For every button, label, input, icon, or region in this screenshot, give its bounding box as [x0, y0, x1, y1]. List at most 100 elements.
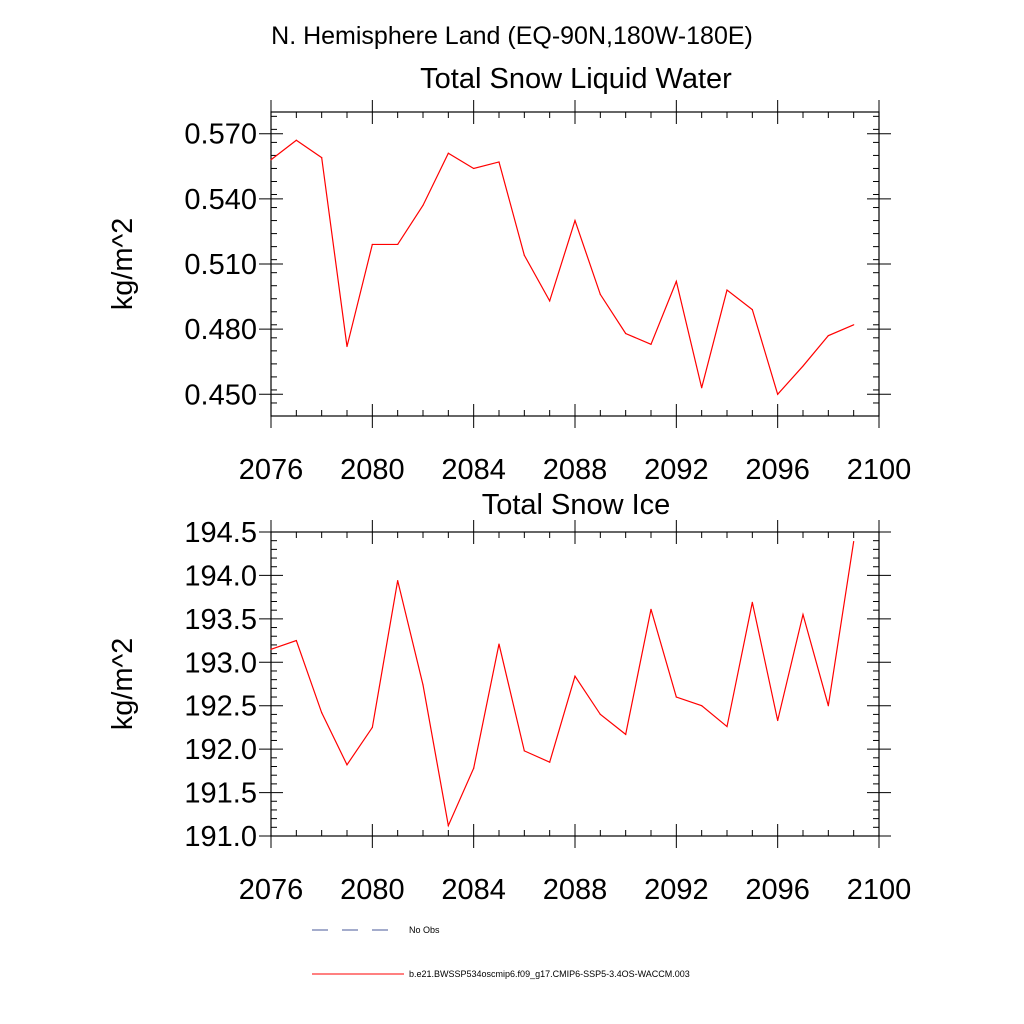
- data-point: [523, 254, 525, 256]
- x-tick-label: 2092: [644, 874, 709, 906]
- x-tick-label: 2096: [745, 874, 810, 906]
- x-tick-label: 2084: [441, 454, 506, 486]
- data-point: [346, 345, 348, 348]
- data-point: [777, 719, 779, 722]
- chart-panel-snow-ice: Total Snow Ice kg/m^2 2076 2080 2084 2088 20…: [107, 489, 911, 906]
- data-point: [853, 324, 855, 326]
- data-points: [270, 139, 855, 395]
- y-ticks: [259, 531, 891, 837]
- chart-title: Total Snow Ice: [482, 489, 671, 521]
- figure-title: N. Hemisphere Land (EQ-90N,180W-180E): [271, 22, 753, 50]
- y-tick-label: 192.0: [184, 734, 257, 766]
- data-point: [701, 387, 703, 389]
- y-tick-label: 0.480: [184, 314, 257, 346]
- legend-label: b.e21.BWSSP534oscmip6.f09_g17.CMIP6-SSP5…: [409, 969, 690, 979]
- data-point: [295, 639, 297, 642]
- data-point: [270, 648, 272, 650]
- data-point: [422, 684, 424, 686]
- y-tick-label: 194.5: [184, 517, 257, 549]
- data-point: [498, 643, 500, 645]
- chart-title: Total Snow Liquid Water: [420, 63, 732, 95]
- x-tick-label: 2080: [340, 874, 405, 906]
- data-point: [397, 243, 399, 246]
- data-point: [599, 713, 601, 716]
- y-tick-label: 0.450: [184, 379, 257, 411]
- data-point: [650, 608, 652, 610]
- plot-frame: [270, 531, 880, 837]
- x-tick-label: 2084: [441, 874, 506, 906]
- x-tick-label: 2076: [239, 874, 304, 906]
- x-tick-label: 2100: [847, 874, 912, 906]
- y-tick-label: 194.0: [184, 560, 257, 592]
- data-point: [321, 157, 323, 159]
- plot-frame: [270, 111, 880, 417]
- data-point: [751, 601, 753, 603]
- data-point: [599, 293, 601, 295]
- x-tick-label: 2076: [239, 454, 304, 486]
- data-point: [802, 365, 804, 367]
- x-tick-label: 2092: [644, 454, 709, 486]
- data-points: [270, 540, 855, 827]
- data-point: [802, 613, 804, 616]
- y-axis-label: kg/m^2: [107, 638, 139, 731]
- data-point: [371, 243, 373, 246]
- y-ticks: [259, 115, 891, 417]
- data-point: [675, 696, 677, 698]
- data-point: [574, 219, 576, 222]
- legend-item-model: b.e21.BWSSP534oscmip6.f09_g17.CMIP6-SSP5…: [312, 969, 690, 979]
- x-tick-label: 2100: [847, 454, 912, 486]
- x-tick-label: 2088: [543, 454, 608, 486]
- data-point: [751, 309, 753, 311]
- x-tick-label: 2088: [543, 874, 608, 906]
- data-point: [397, 580, 399, 582]
- data-point: [321, 712, 323, 714]
- data-point: [675, 280, 677, 282]
- y-tick-label: 191.0: [184, 821, 257, 853]
- legend-item-no-obs: No Obs: [312, 925, 440, 935]
- data-point: [549, 761, 551, 763]
- data-point: [853, 540, 855, 543]
- y-tick-labels: 191.0 191.5 192.0 192.5 193.0 193.5 194.0 194.5: [184, 517, 257, 853]
- data-point: [777, 393, 779, 395]
- y-tick-label: 0.570: [184, 119, 257, 151]
- data-point: [625, 332, 627, 335]
- data-point: [270, 159, 272, 161]
- data-point: [422, 204, 424, 206]
- data-point: [574, 675, 576, 677]
- data-point: [549, 300, 551, 302]
- data-point: [625, 733, 627, 735]
- x-ticks: [270, 520, 880, 848]
- data-point: [827, 705, 829, 707]
- x-tick-label: 2096: [745, 454, 810, 486]
- data-point: [295, 139, 297, 141]
- data-point: [473, 767, 475, 769]
- data-point: [447, 824, 449, 827]
- data-point: [447, 152, 449, 154]
- x-tick-labels: 2076 2080 2084 2088 2092 2096 2100: [239, 454, 912, 486]
- data-point: [346, 764, 348, 766]
- y-tick-labels: 0.450 0.480 0.510 0.540 0.570: [184, 119, 257, 412]
- data-point: [523, 750, 525, 752]
- x-ticks: [270, 100, 880, 428]
- legend-label: No Obs: [409, 925, 440, 935]
- y-axis-label: kg/m^2: [107, 218, 139, 311]
- series-line-model: [270, 541, 855, 828]
- y-tick-label: 193.0: [184, 647, 257, 679]
- data-point: [701, 705, 703, 707]
- data-point: [498, 161, 500, 163]
- data-point: [371, 726, 373, 729]
- data-point: [650, 343, 652, 345]
- data-point: [827, 335, 829, 337]
- data-point: [726, 725, 728, 728]
- y-tick-label: 192.5: [184, 691, 257, 723]
- chart-panel-snow-liquid-water: Total Snow Liquid Water kg/m^2 2076 2080 2…: [107, 63, 911, 486]
- y-tick-label: 193.5: [184, 604, 257, 636]
- series-line-model: [270, 139, 854, 396]
- legend: No Obs b.e21.BWSSP534oscmip6.f09_g17.CMI…: [312, 925, 690, 979]
- x-tick-labels: 2076 2080 2084 2088 2092 2096 2100: [239, 874, 912, 906]
- y-tick-label: 0.540: [184, 184, 257, 216]
- y-tick-label: 191.5: [184, 778, 257, 810]
- x-tick-label: 2080: [340, 454, 405, 486]
- data-point: [726, 289, 728, 291]
